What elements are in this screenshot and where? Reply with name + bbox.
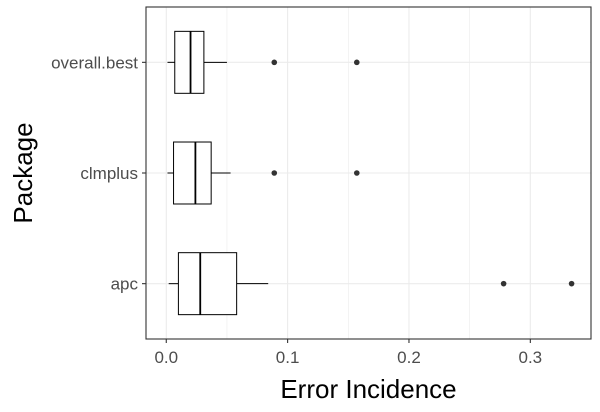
x-tick-label: 0.1 (276, 348, 300, 367)
outlier-point (568, 280, 575, 287)
y-axis-title: Package (8, 122, 38, 223)
outlier-point (353, 170, 360, 176)
x-tick-label: 0.2 (397, 348, 421, 367)
box (177, 252, 238, 316)
y-tick-label: clmplus (80, 164, 138, 183)
boxplot-clmplus (167, 141, 360, 205)
outlier-point (500, 280, 507, 287)
x-axis-title: Error Incidence (280, 374, 456, 404)
boxplots (167, 30, 575, 316)
box (174, 30, 205, 94)
boxplot-overall-best (167, 30, 360, 94)
outlier-point (271, 170, 278, 176)
x-tick-label: 0.0 (154, 348, 178, 367)
outlier-point (353, 59, 360, 66)
axes: 0.0 0.1 0.2 0.3 apc clmplus overall.best (51, 53, 542, 367)
y-tick-label: overall.best (51, 53, 138, 72)
x-tick-label: 0.3 (519, 348, 543, 367)
outlier-point (271, 59, 278, 66)
boxplot-apc (168, 252, 575, 316)
box (173, 141, 212, 205)
y-tick-label: apc (111, 275, 139, 294)
